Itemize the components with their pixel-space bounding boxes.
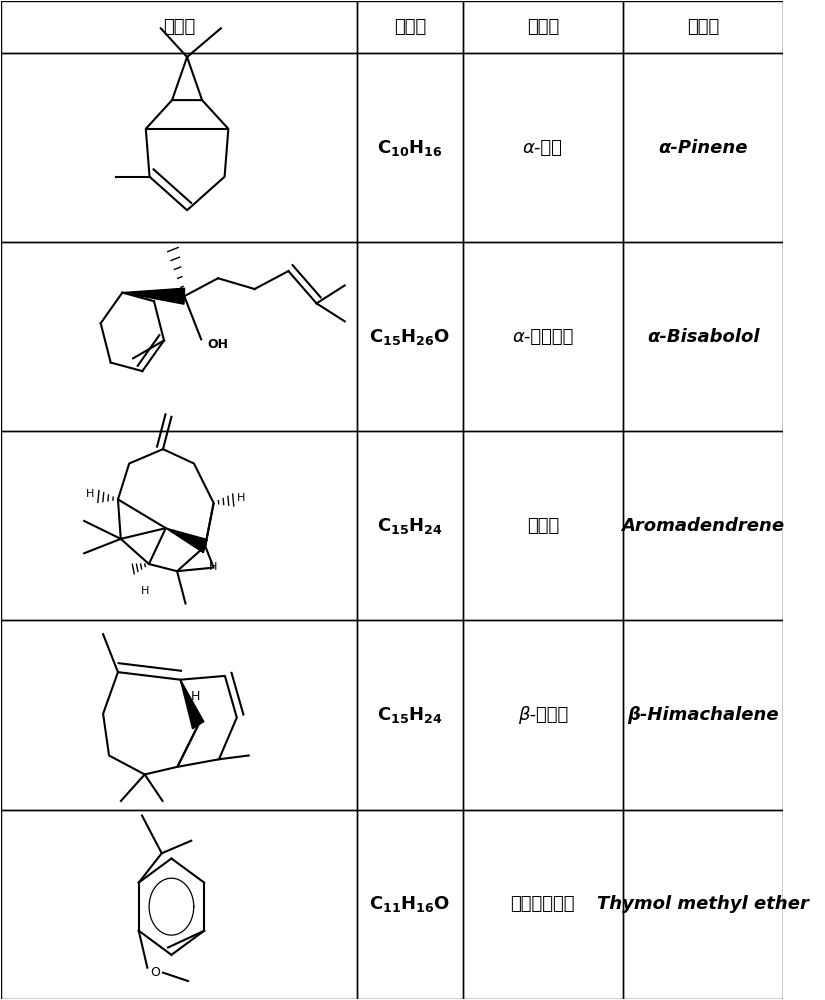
Text: 结构式: 结构式 [163, 18, 196, 36]
Bar [463, 242, 623, 431]
Text: α-Pinene: α-Pinene [658, 139, 747, 157]
Bar [623, 1, 783, 53]
Text: H: H [86, 489, 95, 499]
Text: OH: OH [207, 338, 229, 351]
Text: 百里香酚甲醚: 百里香酚甲醚 [511, 895, 575, 913]
Bar [463, 53, 623, 242]
Text: $\mathbf{C_{15}H_{24}}$: $\mathbf{C_{15}H_{24}}$ [377, 516, 443, 536]
Text: O: O [150, 966, 160, 979]
Text: H: H [191, 690, 200, 703]
Text: 分子式: 分子式 [394, 18, 426, 36]
Text: β-雪松烯: β-雪松烯 [517, 706, 568, 724]
Text: Aromadendrene: Aromadendrene [621, 517, 785, 535]
Text: H: H [209, 562, 217, 572]
Text: $\mathbf{C_{11}H_{16}O}$: $\mathbf{C_{11}H_{16}O}$ [370, 894, 450, 914]
Polygon shape [122, 288, 185, 304]
Text: $\mathbf{C_{15}H_{26}O}$: $\mathbf{C_{15}H_{26}O}$ [370, 327, 450, 347]
Bar [463, 431, 623, 620]
Text: H: H [237, 493, 246, 503]
Text: 英文名: 英文名 [687, 18, 719, 36]
Bar [463, 1, 623, 53]
Bar [2, 1, 357, 53]
Bar [463, 620, 623, 810]
Polygon shape [181, 680, 204, 729]
Text: $\mathbf{C_{10}H_{16}}$: $\mathbf{C_{10}H_{16}}$ [377, 138, 443, 158]
Bar [2, 242, 357, 431]
Text: α-蒎烯: α-蒎烯 [523, 139, 563, 157]
Text: α-Bisabolol: α-Bisabolol [647, 328, 759, 346]
Bar [357, 53, 463, 242]
Bar [357, 242, 463, 431]
Bar [623, 810, 783, 999]
Text: Thymol methyl ether: Thymol methyl ether [597, 895, 809, 913]
Bar [357, 1, 463, 53]
Text: H: H [141, 586, 149, 596]
Text: β-Himachalene: β-Himachalene [627, 706, 779, 724]
Bar [623, 242, 783, 431]
Polygon shape [166, 528, 207, 553]
Bar [357, 431, 463, 620]
Bar [2, 431, 357, 620]
Bar [623, 431, 783, 620]
Bar [2, 620, 357, 810]
Bar [357, 810, 463, 999]
Bar [357, 620, 463, 810]
Bar [623, 53, 783, 242]
Bar [463, 810, 623, 999]
Bar [2, 810, 357, 999]
Bar [623, 620, 783, 810]
Text: 香橙烯: 香橙烯 [526, 517, 559, 535]
Text: α-红没药醇: α-红没药醇 [512, 328, 573, 346]
Text: $\mathbf{C_{15}H_{24}}$: $\mathbf{C_{15}H_{24}}$ [377, 705, 443, 725]
Text: 中文名: 中文名 [526, 18, 559, 36]
Bar [2, 53, 357, 242]
